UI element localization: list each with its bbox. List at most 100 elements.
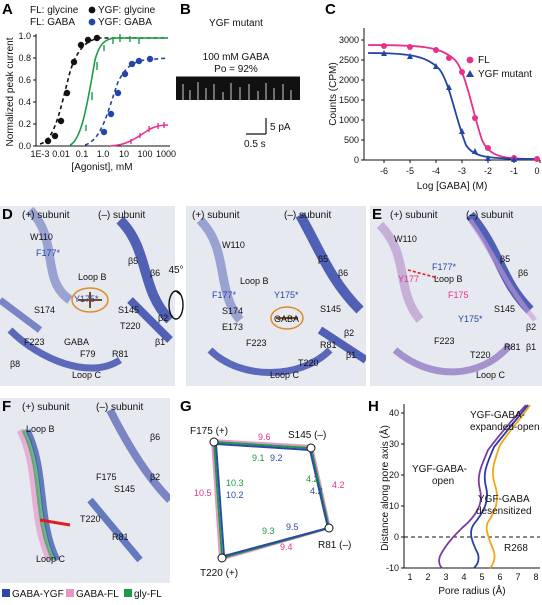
panel-h-xtick-7: 8 <box>533 572 538 582</box>
label-right-gaba: GABA <box>274 314 299 324</box>
panel-h-label-open-line2: open <box>432 476 454 487</box>
panel-h-ytick-2: 10 <box>389 501 399 511</box>
panel-a-y-label: Normalized peak current <box>5 37 16 146</box>
legend-swatch-gaba-fl <box>66 589 74 597</box>
panel-h-ytick-0: -10 <box>386 563 399 573</box>
panel-c-x-label: Log [GABA] (M) <box>417 181 488 192</box>
panel-c-y-ticks: 0 500 1000 1500 2000 2500 3000 <box>339 35 364 165</box>
panel-c-ytick-5: 2500 <box>339 55 359 65</box>
label-e-b1: β1 <box>526 342 536 352</box>
panel-e-letter: E <box>372 206 382 223</box>
panel-b-scale-time: 0.5 s <box>244 139 266 150</box>
label-t220: T220 <box>120 321 141 331</box>
label-right-loop-b: Loop B <box>240 276 269 286</box>
panel-a-legend-ygf-glycine: YGF: glycine <box>98 5 156 16</box>
panel-c-ytick-2: 1000 <box>339 115 359 125</box>
panel-h-xtick-4: 5 <box>479 572 484 582</box>
label-e-f175: F175 <box>448 290 469 300</box>
label-e-r81: R81 <box>504 342 521 352</box>
panel-a-xtick-1: 0.01 <box>52 149 70 159</box>
label-loop-c: Loop C <box>72 370 102 380</box>
panel-h-label-expanded-line2: expanded-open <box>470 422 540 433</box>
panel-d-plus-subunit: (+) subunit <box>22 210 70 221</box>
panel-d-minus-subunit: (–) subunit <box>98 210 145 221</box>
label-f-loop-c: Loop C <box>36 554 66 564</box>
panel-h-xtick-1: 2 <box>425 572 430 582</box>
panel-a-curve-gaba-ygf <box>84 57 169 146</box>
panel-g-dist-right-gaba-ygf: 4.2 <box>310 486 323 496</box>
label-f223: F223 <box>24 337 45 347</box>
label-right-f177: F177* <box>212 290 237 300</box>
panel-a-legend-fl-gaba: FL: GABA <box>30 17 75 28</box>
panel-a-points-gaba-ygf <box>100 55 154 136</box>
label-w110: W110 <box>30 232 53 242</box>
panel-c-points-ygf <box>381 50 517 162</box>
legend-swatch-gly-fl <box>124 589 132 597</box>
panel-c-legend-fl: FL <box>478 55 490 66</box>
panel-c-letter: C <box>325 1 336 18</box>
panel-d-rotation-indicator: 45° <box>168 265 184 320</box>
label-e-y175: Y175* <box>458 314 483 324</box>
legend-gaba-fl: GABA-FL <box>76 589 119 600</box>
panel-g-dist-top-gly-fl: 9.1 <box>252 453 265 463</box>
label-f-t220: T220 <box>80 514 101 524</box>
panel-c-xtick-3: -3 <box>458 166 466 176</box>
panel-e-minus-subunit: (–) subunit <box>466 210 513 221</box>
panel-g-dist-diag-gaba-ygf: 9.5 <box>286 522 299 532</box>
label-e-y177: Y177 <box>398 274 419 284</box>
panel-g-dist-left-gly-fl: 10.3 <box>226 478 244 488</box>
panel-g-vertex-s145 <box>306 443 316 453</box>
panel-b-trace-closures <box>182 82 292 100</box>
panel-h-profile-expanded-open <box>485 404 531 569</box>
label-b2: β2 <box>158 313 168 323</box>
panel-a-ytick-1: 0.2 <box>18 119 31 129</box>
panel-a: A FL: glycine FL: GABA YGF: glycine YGF:… <box>2 1 176 173</box>
panel-a-curve-gaba-fl <box>109 124 169 147</box>
legend-swatch-gaba-ygf <box>2 589 10 597</box>
panel-h-ytick-5: 40 <box>389 408 399 418</box>
panel-c-points-fl <box>381 43 540 162</box>
panel-h: H -10 0 10 20 30 40 1 2 3 4 5 6 7 8 Dist… <box>368 398 540 597</box>
panel-a-legend-marker-glycine-fl <box>88 6 96 14</box>
panel-a-legend-marker-gaba-ygf <box>88 18 96 26</box>
legend-gaba-ygf: GABA-YGF <box>12 589 64 600</box>
panel-a-x-label: [Agonist], mM <box>71 162 132 173</box>
panel-b-title: YGF mutant <box>209 18 263 29</box>
panel-b-single-channel-trace <box>176 78 300 100</box>
panel-g-vertex-f175 <box>209 437 219 447</box>
label-right-loop-c: Loop C <box>270 370 300 380</box>
panel-a-xtick-0: 1E-3 <box>30 149 49 159</box>
legend-gly-fl: gly-FL <box>134 589 162 600</box>
panel-a-x-ticks: 1E-3 0.01 0.1 1.0 10 100 1000 <box>30 149 176 159</box>
panel-b-letter: B <box>180 1 191 18</box>
label-f-r81: R81 <box>112 532 129 542</box>
panel-h-profile-open <box>470 404 529 569</box>
label-r81: R81 <box>112 349 129 359</box>
panel-h-xtick-3: 4 <box>461 572 466 582</box>
panel-e: E (+) subunit (–) subunit W110 F177* β5 … <box>370 206 542 386</box>
label-b6: β6 <box>150 268 160 278</box>
panel-g-label-t220: T220 (+) <box>200 568 238 579</box>
panel-a-ytick-5: 1.0 <box>18 31 31 41</box>
panel-a-legend-fl-glycine: FL: glycine <box>30 5 79 16</box>
label-f-b2: β2 <box>150 472 160 482</box>
label-e-loop-b: Loop B <box>434 274 463 284</box>
panel-h-xtick-5: 6 <box>497 572 502 582</box>
panel-d-right-structure <box>196 212 366 376</box>
panel-c-xtick-6: 0 <box>534 166 539 176</box>
panel-a-ytick-3: 0.6 <box>18 75 31 85</box>
label-b1: β1 <box>155 337 165 347</box>
panel-g-dist-top-gaba-fl: 9.6 <box>258 432 271 442</box>
label-f-f175: F175 <box>96 472 117 482</box>
panel-f: F (+) subunit (–) subunit Loop B β6 F175… <box>0 398 170 600</box>
panel-g-label-s145: S145 (–) <box>288 430 326 441</box>
panel-d-right: (+) subunit (–) subunit W110 β5 β6 Loop … <box>186 206 366 386</box>
label-right-w110: W110 <box>222 240 245 250</box>
panel-c-curve-fl <box>367 44 539 160</box>
panel-a-points-gaba-fl <box>130 122 165 144</box>
panel-c-ytick-0: 0 <box>354 155 359 165</box>
label-e-w110: W110 <box>394 234 417 244</box>
panel-h-xtick-0: 1 <box>407 572 412 582</box>
label-right-s174: S174 <box>222 306 243 316</box>
panel-d-left: D (+) subunit (–) subunit W110 F177* β5 … <box>0 206 175 386</box>
